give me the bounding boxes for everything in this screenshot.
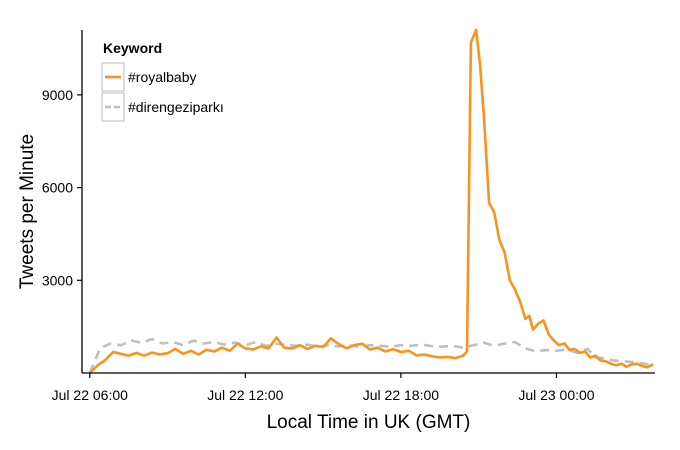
- x-ticks: Jul 22 06:00 Jul 22 12:00 Jul 22 18:00 Jul …: [52, 373, 595, 403]
- x-tick-label: Jul 22 12:00: [207, 387, 283, 403]
- series-line-royalbaby: [88, 28, 654, 375]
- legend-key-box: [101, 92, 125, 122]
- legend: Keyword #royalbaby #direngeziparkı: [101, 40, 224, 122]
- y-tick-label: 6000: [42, 180, 73, 196]
- legend-title: Keyword: [103, 40, 162, 56]
- y-axis-title: Tweets per Minute: [17, 134, 38, 289]
- legend-label: #direngeziparkı: [128, 99, 224, 115]
- y-ticks: 3000 6000 9000: [42, 87, 82, 288]
- y-tick-label: 3000: [42, 272, 73, 288]
- legend-label: #royalbaby: [128, 69, 197, 85]
- y-tick-label: 9000: [42, 87, 73, 103]
- series-layer: [88, 28, 654, 375]
- x-tick-label: Jul 23 00:00: [518, 387, 594, 403]
- legend-items: #royalbaby #direngeziparkı: [101, 62, 224, 122]
- x-axis-title: Local Time in UK (GMT): [267, 412, 471, 433]
- x-tick-label: Jul 22 06:00: [52, 387, 128, 403]
- series-line-direngezipark: [88, 337, 653, 374]
- x-tick-label: Jul 22 18:00: [363, 387, 439, 403]
